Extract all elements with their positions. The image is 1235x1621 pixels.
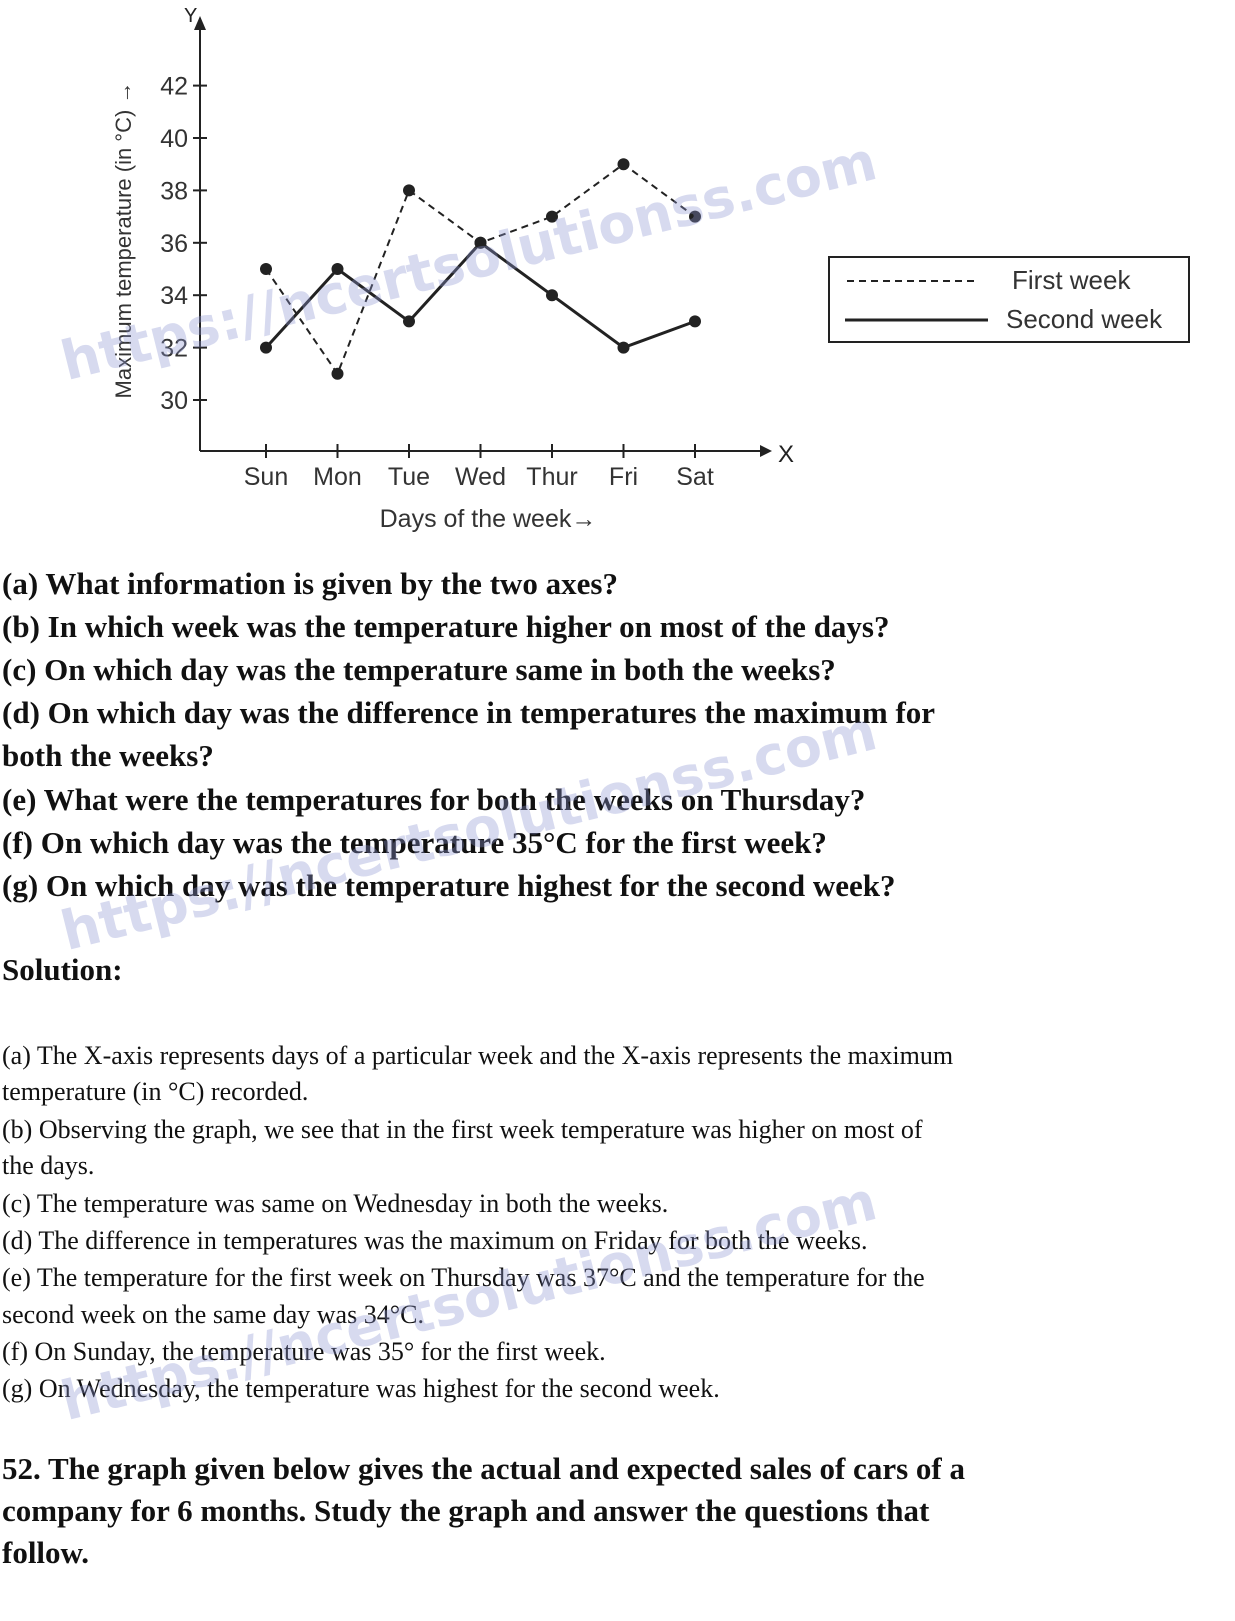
question-line: (c) On which day was the temperature sam… — [2, 652, 836, 687]
question-line: (f) On which day was the temperature 35°… — [2, 825, 827, 860]
temperature-line-chart: X Y 30 32 34 36 38 40 42 Sun Mon Tue Wed Thur Fri Sat Da… — [111, 5, 1190, 533]
answer-line: (c) The temperature was same on Wednesda… — [2, 1189, 669, 1218]
data-point-2 — [689, 315, 701, 328]
x-tick-label: Fri — [609, 463, 638, 491]
solution-heading: Solution: — [2, 952, 123, 987]
answer-line: (g) On Wednesday, the temperature was hi… — [2, 1374, 720, 1403]
x-axis-arrow — [760, 445, 772, 457]
legend-box — [828, 256, 1190, 343]
answer-line: (a) The X-axis represents days of a part… — [2, 1041, 954, 1070]
data-point-2 — [260, 341, 272, 354]
next-question-line: company for 6 months. Study the graph an… — [2, 1493, 930, 1528]
question-line: (b) In which week was the temperature hi… — [2, 609, 890, 644]
x-axis-letter: X — [778, 441, 794, 468]
x-tick-label: Thur — [526, 463, 577, 491]
question-line: (e) What were the temperatures for both … — [2, 782, 866, 817]
data-point-1 — [617, 158, 630, 171]
data-point-2 — [546, 289, 558, 302]
x-tick-label: Sat — [676, 463, 714, 491]
data-point-2 — [331, 263, 344, 275]
question-line: (a) What information is given by the two… — [2, 566, 618, 601]
x-tick-label: Sun — [244, 463, 288, 491]
x-tick-label: Mon — [313, 463, 362, 491]
data-point-1 — [546, 210, 558, 223]
answer-line: (d) The difference in temperatures was t… — [2, 1226, 868, 1255]
question-line: (d) On which day was the difference in t… — [2, 695, 936, 730]
y-tick-label: 38 — [160, 177, 188, 205]
y-tick-label: 32 — [160, 335, 188, 363]
question-line: (g) On which day was the temperature hig… — [2, 868, 896, 903]
y-tick-label: 40 — [160, 125, 188, 153]
y-axis-letter: Y — [184, 5, 197, 27]
data-point-2 — [474, 236, 487, 249]
answer-line: the days. — [2, 1151, 95, 1180]
x-axis-title: Days of the week→ — [380, 505, 597, 533]
answer-line: second week on the same day was 34°C. — [2, 1300, 424, 1329]
y-tick-label: 30 — [160, 387, 188, 415]
answer-line: (f) On Sunday, the temperature was 35° f… — [2, 1337, 606, 1366]
x-tick-label: Tue — [388, 463, 430, 491]
y-tick-label: 36 — [160, 230, 188, 258]
legend-label: Second week — [1006, 304, 1163, 334]
question-line: both the weeks? — [2, 738, 214, 773]
data-point-1 — [260, 263, 272, 275]
answer-line: (e) The temperature for the first week o… — [2, 1263, 925, 1292]
y-axis-title: Maximum temperature (in °C) → — [111, 82, 136, 399]
next-question-line: 52. The graph given below gives the actu… — [2, 1451, 965, 1486]
data-point-2 — [403, 315, 415, 328]
y-axis-arrow — [194, 16, 206, 30]
data-point-1 — [331, 367, 344, 380]
y-tick-label: 42 — [160, 73, 188, 101]
series-line-1 — [265, 162, 696, 376]
answer-line: temperature (in °C) recorded. — [2, 1077, 309, 1106]
y-tick-label: 34 — [160, 282, 188, 310]
data-point-2 — [617, 341, 630, 354]
answer-line: (b) Observing the graph, we see that in … — [2, 1115, 923, 1144]
data-point-1 — [689, 210, 701, 223]
data-point-1 — [403, 184, 415, 197]
x-tick-label: Wed — [455, 463, 506, 491]
legend-label: First week — [1012, 265, 1131, 295]
next-question-line: follow. — [2, 1535, 89, 1570]
series-line-2 — [264, 240, 696, 350]
